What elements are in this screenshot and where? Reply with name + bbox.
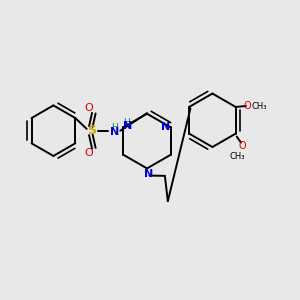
Text: O: O (85, 148, 93, 158)
Text: O: O (238, 140, 246, 151)
Text: O: O (85, 103, 93, 113)
Text: CH₃: CH₃ (230, 152, 245, 161)
Text: N: N (144, 169, 153, 179)
Text: H: H (111, 123, 118, 132)
Text: CH₃: CH₃ (251, 101, 266, 110)
Text: S: S (88, 124, 97, 137)
Text: H: H (124, 118, 130, 127)
Text: O: O (244, 101, 251, 111)
Text: N: N (110, 127, 119, 137)
Text: N: N (124, 121, 133, 131)
Text: N: N (161, 122, 170, 131)
